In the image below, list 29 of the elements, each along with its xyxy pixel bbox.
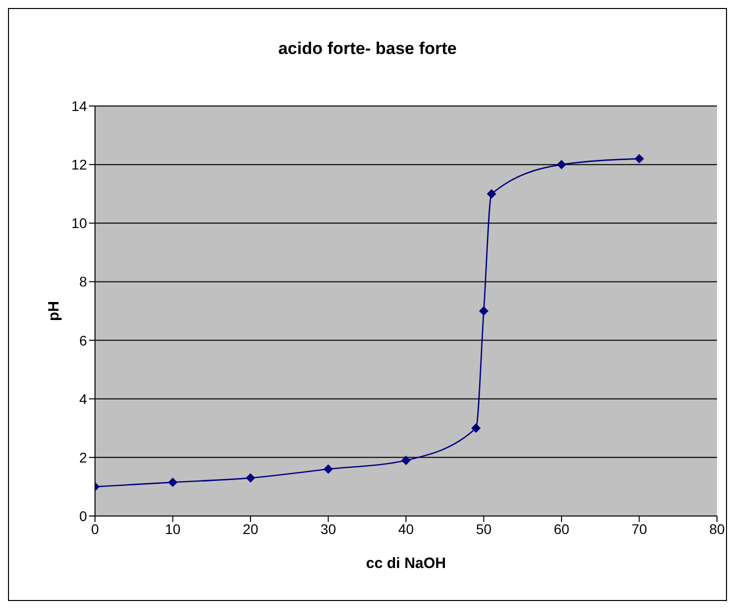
y-tick-label: 12 xyxy=(71,156,88,173)
y-tick-label: 6 xyxy=(79,332,88,348)
y-tick-label: 0 xyxy=(79,508,88,524)
x-tick-label: 80 xyxy=(709,520,725,537)
point xyxy=(402,456,410,465)
point xyxy=(487,189,496,198)
x-tick-label: 60 xyxy=(554,520,570,537)
point xyxy=(168,478,178,487)
y-axis-title: pH xyxy=(45,301,62,321)
x-tick-label: 10 xyxy=(164,520,181,537)
x-tick-label: 40 xyxy=(398,520,414,537)
y-tick-label: 10 xyxy=(71,215,88,232)
y-tick-label: 14 xyxy=(71,98,88,114)
x-tick-label: 30 xyxy=(320,520,336,537)
point xyxy=(324,464,333,474)
x-tick-label: 50 xyxy=(476,520,492,537)
x-tick-label: 20 xyxy=(242,520,258,537)
y-tick-label: 2 xyxy=(79,449,88,466)
y-tick-label: 4 xyxy=(79,390,88,407)
y-tick-label: 8 xyxy=(79,274,88,290)
x-axis-title: cc di NaOH xyxy=(366,555,446,572)
chart-title: acido forte- base forte xyxy=(277,38,458,60)
x-tick-label: 70 xyxy=(631,520,648,537)
point xyxy=(471,424,480,433)
point xyxy=(479,306,488,316)
point xyxy=(246,473,255,482)
x-tick-label: 0 xyxy=(91,520,100,537)
point xyxy=(634,154,644,164)
point xyxy=(557,160,566,170)
